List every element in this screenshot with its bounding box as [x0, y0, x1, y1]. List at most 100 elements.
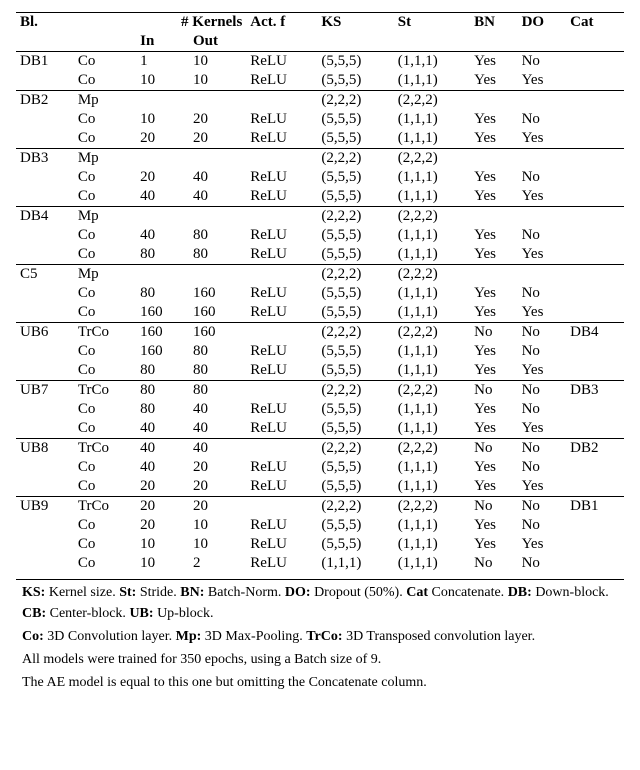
footer-text: Dropout (50%). — [311, 585, 407, 600]
table-row: Co1010ReLU(5,5,5)(1,1,1)YesYes — [16, 535, 624, 554]
cell-op: Co — [74, 110, 136, 129]
cell-op: Co — [74, 419, 136, 439]
cell-ks: (5,5,5) — [317, 361, 393, 381]
cell-ks: (5,5,5) — [317, 245, 393, 265]
cell-out: 160 — [189, 284, 246, 303]
col-ks: KS — [317, 13, 393, 33]
cell-st: (2,2,2) — [394, 497, 470, 517]
cell-bl — [16, 554, 74, 573]
cell-bl — [16, 419, 74, 439]
cell-bn: Yes — [470, 361, 517, 381]
footer-notes: KS: Kernel size. St: Stride. BN: Batch-N… — [16, 579, 624, 693]
cell-in: 20 — [136, 168, 189, 187]
cell-out: 80 — [189, 245, 246, 265]
cell-do: Yes — [518, 361, 567, 381]
cell-op: Co — [74, 342, 136, 361]
cell-do: Yes — [518, 477, 567, 497]
cell-out — [189, 265, 246, 285]
cell-cat — [566, 342, 624, 361]
table-row: Co8080ReLU(5,5,5)(1,1,1)YesYes — [16, 245, 624, 265]
cell-out: 160 — [189, 323, 246, 343]
cell-st: (2,2,2) — [394, 323, 470, 343]
cell-act: ReLU — [246, 458, 317, 477]
cell-out — [189, 91, 246, 111]
footer-text: Batch-Norm. — [204, 585, 284, 600]
cell-bl — [16, 361, 74, 381]
cell-do — [518, 149, 567, 169]
cell-ks: (5,5,5) — [317, 284, 393, 303]
footer-line: All models were trained for 350 epochs, … — [22, 649, 618, 670]
cell-op: Co — [74, 71, 136, 91]
cell-act: ReLU — [246, 52, 317, 72]
cell-ks: (2,2,2) — [317, 149, 393, 169]
footer-line: The AE model is equal to this one but om… — [22, 672, 618, 693]
cell-bl — [16, 303, 74, 323]
cell-ks: (1,1,1) — [317, 554, 393, 573]
footer-text: The AE model is equal to this one but om… — [22, 675, 427, 690]
cell-op: Co — [74, 458, 136, 477]
col-kernels: # Kernels — [136, 13, 246, 33]
cell-bl: UB8 — [16, 439, 74, 459]
cell-in: 80 — [136, 400, 189, 419]
cell-op: Co — [74, 554, 136, 573]
footer-term: St: — [119, 585, 136, 600]
cell-ks: (5,5,5) — [317, 419, 393, 439]
cell-in: 40 — [136, 439, 189, 459]
footer-text: Up-block. — [154, 606, 214, 621]
cell-op: Co — [74, 477, 136, 497]
cell-in: 160 — [136, 323, 189, 343]
cell-do: No — [518, 439, 567, 459]
cell-bl: UB9 — [16, 497, 74, 517]
cell-ks: (5,5,5) — [317, 52, 393, 72]
cell-st: (1,1,1) — [394, 554, 470, 573]
cell-in: 40 — [136, 187, 189, 207]
cell-out — [189, 207, 246, 227]
cell-cat: DB3 — [566, 381, 624, 401]
cell-act: ReLU — [246, 516, 317, 535]
table-row: Co8080ReLU(5,5,5)(1,1,1)YesYes — [16, 361, 624, 381]
cell-st: (2,2,2) — [394, 207, 470, 227]
table-row: Co160160ReLU(5,5,5)(1,1,1)YesYes — [16, 303, 624, 323]
cell-do: Yes — [518, 71, 567, 91]
cell-op: Co — [74, 226, 136, 245]
cell-in: 80 — [136, 284, 189, 303]
cell-cat — [566, 303, 624, 323]
cell-cat — [566, 361, 624, 381]
cell-bn: Yes — [470, 419, 517, 439]
cell-cat — [566, 535, 624, 554]
cell-bl: DB2 — [16, 91, 74, 111]
cell-bl: DB1 — [16, 52, 74, 72]
cell-st: (1,1,1) — [394, 361, 470, 381]
cell-in: 1 — [136, 52, 189, 72]
cell-act: ReLU — [246, 535, 317, 554]
cell-ks: (2,2,2) — [317, 439, 393, 459]
cell-in: 20 — [136, 497, 189, 517]
cell-in: 40 — [136, 419, 189, 439]
cell-st: (1,1,1) — [394, 303, 470, 323]
cell-in: 40 — [136, 458, 189, 477]
footer-text: Kernel size. — [45, 585, 119, 600]
cell-ks: (2,2,2) — [317, 323, 393, 343]
cell-bl — [16, 535, 74, 554]
cell-act — [246, 207, 317, 227]
cell-act: ReLU — [246, 71, 317, 91]
cell-cat — [566, 52, 624, 72]
cell-op: Co — [74, 168, 136, 187]
footer-term: DB: — [508, 585, 532, 600]
cell-bn: Yes — [470, 284, 517, 303]
cell-act: ReLU — [246, 284, 317, 303]
cell-bl: UB7 — [16, 381, 74, 401]
cell-out: 40 — [189, 187, 246, 207]
cell-st: (1,1,1) — [394, 226, 470, 245]
table-row: Co2020ReLU(5,5,5)(1,1,1)YesYes — [16, 129, 624, 149]
cell-st: (2,2,2) — [394, 381, 470, 401]
cell-act: ReLU — [246, 129, 317, 149]
table-row: UB8TrCo4040(2,2,2)(2,2,2)NoNoDB2 — [16, 439, 624, 459]
cell-op: Co — [74, 361, 136, 381]
cell-in: 20 — [136, 477, 189, 497]
cell-bn: Yes — [470, 52, 517, 72]
cell-st: (1,1,1) — [394, 516, 470, 535]
table-row: Co4080ReLU(5,5,5)(1,1,1)YesNo — [16, 226, 624, 245]
cell-out: 10 — [189, 535, 246, 554]
cell-do — [518, 265, 567, 285]
